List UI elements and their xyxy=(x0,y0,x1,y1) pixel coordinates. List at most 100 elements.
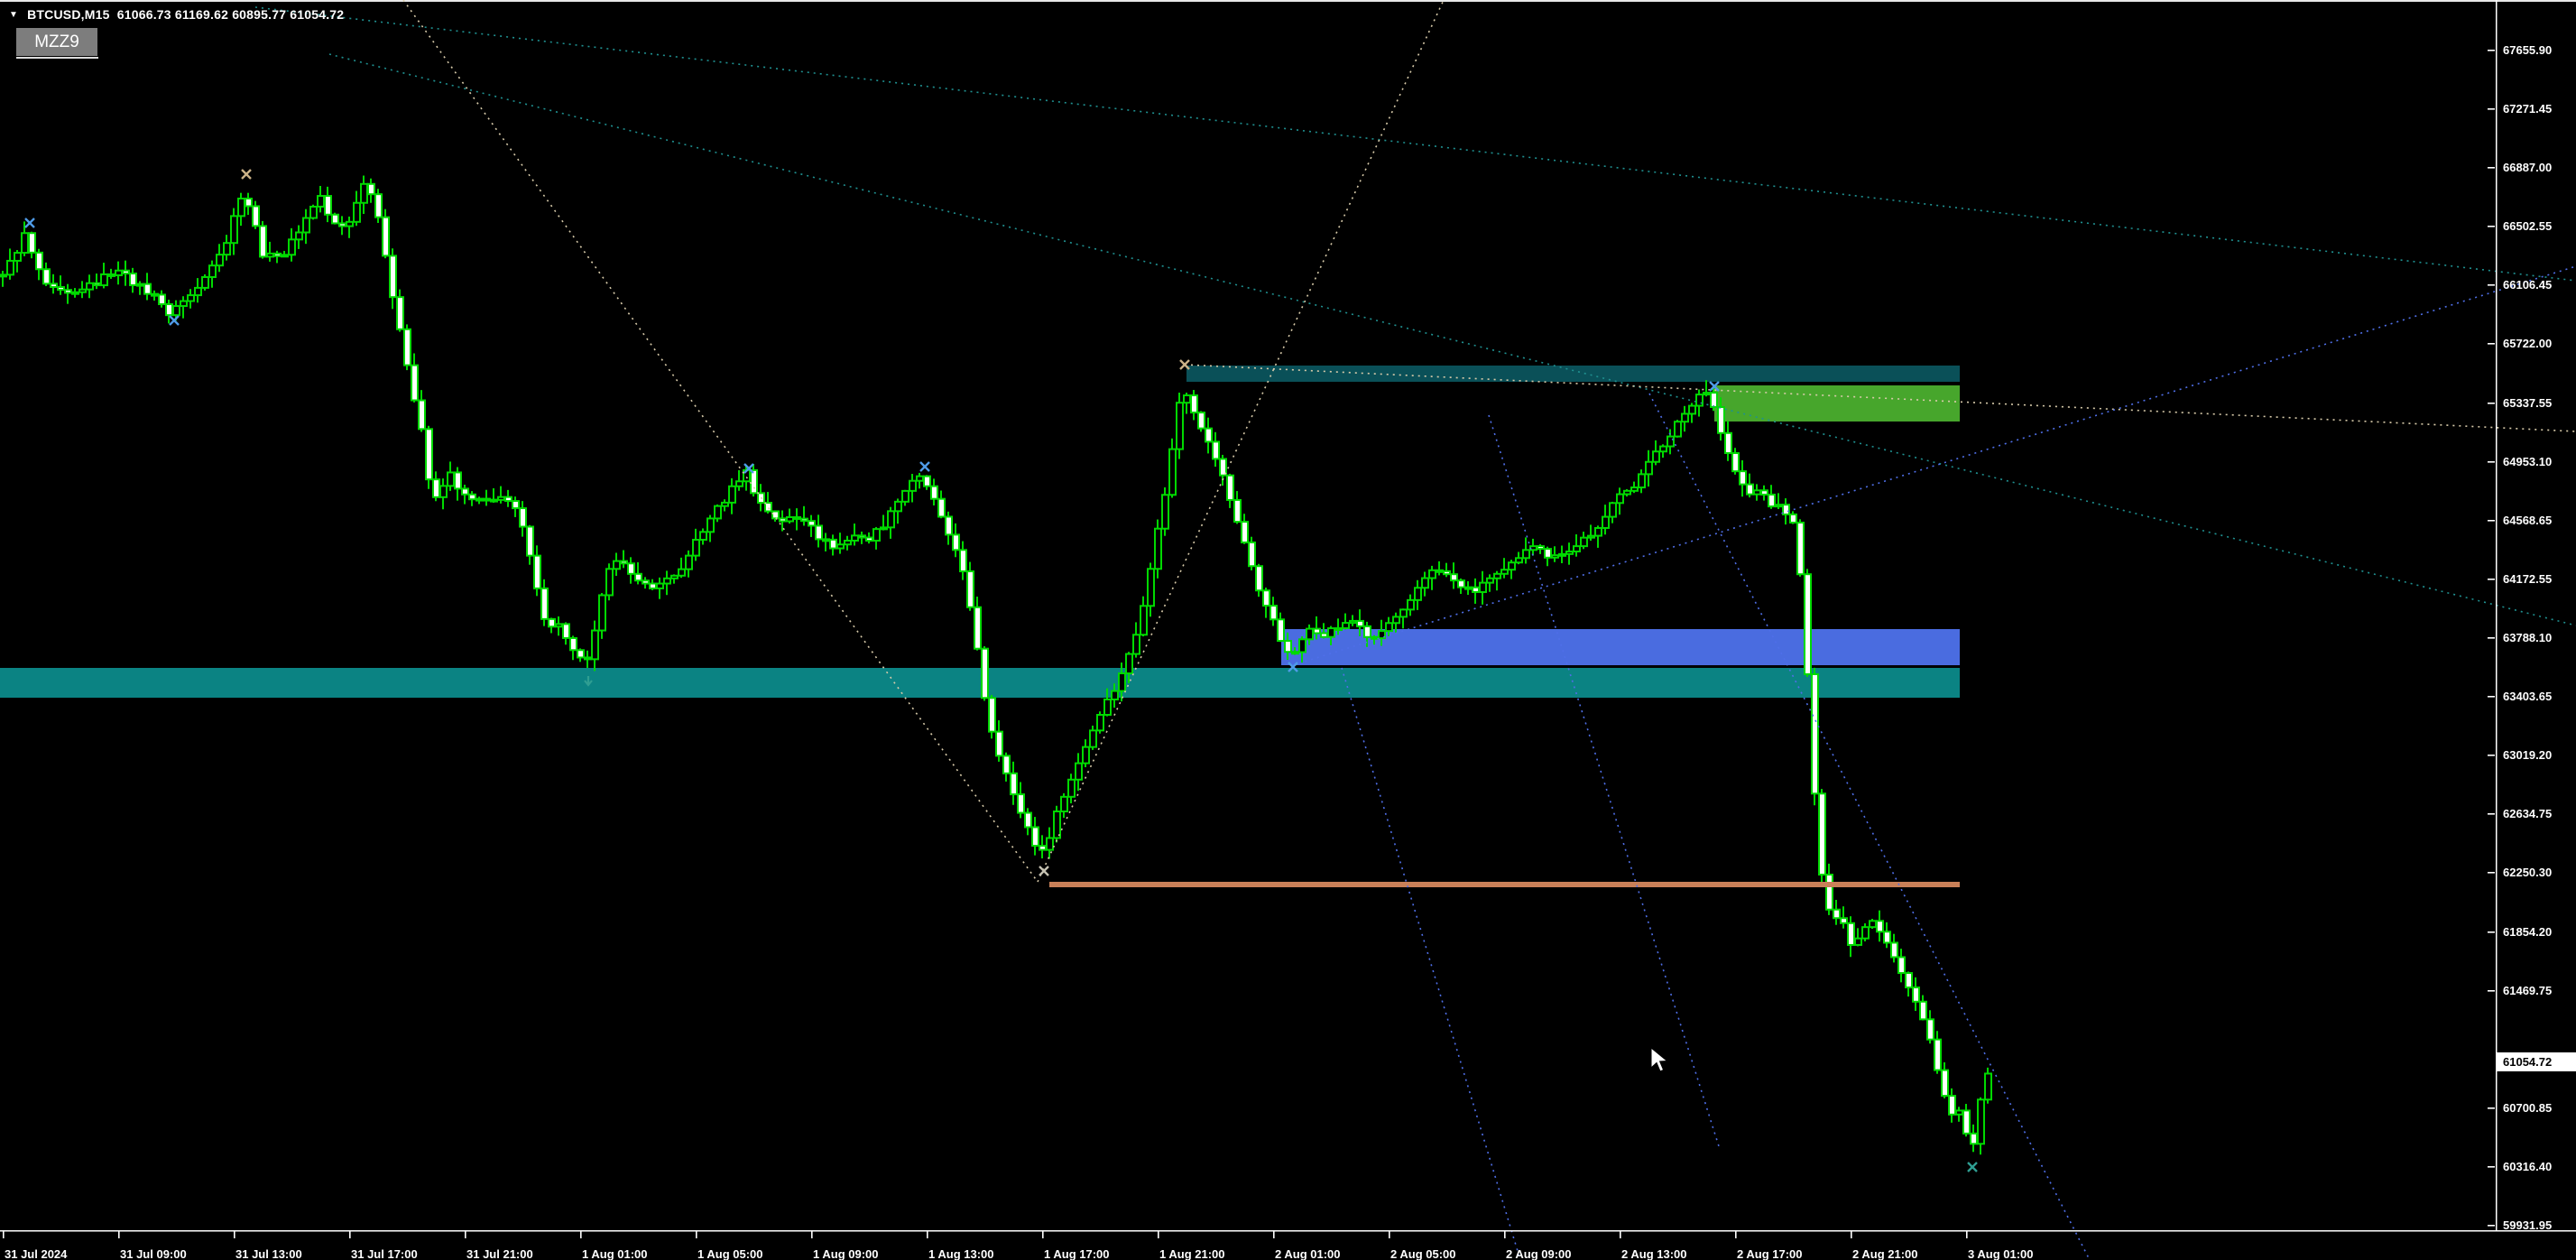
candle-body xyxy=(245,197,253,208)
candle-body xyxy=(281,254,289,258)
candle-body xyxy=(1457,579,1465,588)
trendline-blue-ascending[interactable] xyxy=(1292,265,2576,666)
indicator-button-mzz9[interactable]: MZZ9 xyxy=(16,28,97,56)
candle-body xyxy=(937,497,946,518)
candle-body xyxy=(1262,589,1270,607)
trendline-beige-v-right[interactable] xyxy=(1037,0,1445,883)
candle-body xyxy=(988,697,996,733)
candle-body xyxy=(1067,778,1076,798)
candle-body xyxy=(100,273,108,287)
price-axis-label: 61469.75 xyxy=(2503,984,2553,997)
candle-body xyxy=(880,526,888,531)
swing-x xyxy=(743,463,754,474)
open-value: 61066.73 xyxy=(116,7,171,22)
candle-body xyxy=(1205,427,1213,443)
price-tick xyxy=(2488,1166,2495,1168)
trendline-teal-steeper[interactable] xyxy=(328,53,2576,626)
candle-body xyxy=(808,520,816,527)
candle-body xyxy=(1883,931,1891,944)
candle-body xyxy=(1616,493,1624,505)
candle-body xyxy=(1284,640,1292,653)
time-tick xyxy=(234,1230,235,1238)
candle-body xyxy=(844,540,852,546)
price-tick xyxy=(2488,696,2495,698)
candle-body xyxy=(425,428,433,481)
swing-x xyxy=(169,315,180,326)
candle-body xyxy=(1746,483,1754,496)
swing-x xyxy=(241,169,252,180)
window-top-border xyxy=(0,0,2576,2)
candle-body xyxy=(1024,811,1032,829)
supply-zone-teal-dark[interactable] xyxy=(1186,366,1960,382)
candle-body xyxy=(14,252,22,262)
trendline-beige-v-left[interactable] xyxy=(402,0,1039,883)
candle-body xyxy=(1176,402,1184,450)
candle-body xyxy=(1168,448,1177,496)
candle-body xyxy=(1955,1109,1963,1116)
candle-body xyxy=(1421,577,1429,589)
candle-body xyxy=(1486,577,1494,584)
candle-body xyxy=(1298,638,1306,653)
candle-body xyxy=(360,182,368,204)
candle-body xyxy=(1010,772,1018,796)
price-tick xyxy=(2488,931,2495,933)
candle-body xyxy=(1537,545,1545,551)
swing-x xyxy=(1039,866,1049,876)
candle-body xyxy=(1436,569,1444,573)
candle-body xyxy=(21,232,29,255)
candle-body xyxy=(483,497,491,502)
time-tick xyxy=(1735,1230,1737,1238)
chevron-down-icon[interactable]: ▼ xyxy=(9,10,19,20)
candle-body xyxy=(1811,672,1819,795)
price-tick xyxy=(2488,813,2495,815)
candle-body xyxy=(1103,698,1112,716)
candle-body xyxy=(649,582,657,589)
trendline-teal-shallow[interactable] xyxy=(254,6,2576,282)
candle-body xyxy=(1407,598,1415,611)
price-axis-label: 65722.00 xyxy=(2503,337,2553,350)
candle-body xyxy=(1125,653,1133,675)
candle-body xyxy=(1500,569,1509,575)
candle-body xyxy=(454,471,462,490)
candle-body xyxy=(1111,690,1119,700)
candle-body xyxy=(1659,445,1667,453)
sr-band-teal[interactable] xyxy=(0,668,1960,698)
trendline-blue-steep-right[interactable] xyxy=(1648,393,2091,1260)
candle-body xyxy=(995,730,1003,757)
candle-body xyxy=(1594,526,1602,537)
trendline-blue-steep-mid2[interactable] xyxy=(1341,667,1521,1260)
candle-body xyxy=(735,480,743,487)
candle-body xyxy=(1327,627,1335,638)
candle-body xyxy=(815,524,823,541)
candle-body xyxy=(1428,569,1436,579)
candle-body xyxy=(475,497,484,502)
support-line-orange[interactable] xyxy=(1049,882,1960,887)
candle-body xyxy=(793,515,801,520)
time-axis-label: 2 Aug 01:00 xyxy=(1275,1247,1341,1260)
candle-body xyxy=(439,485,448,498)
price-tick xyxy=(2488,990,2495,992)
demand-zone-blue[interactable] xyxy=(1281,629,1960,665)
mouse-cursor xyxy=(1650,1046,1668,1072)
candle-body xyxy=(822,538,830,542)
candle-body xyxy=(945,515,953,536)
candle-body xyxy=(309,205,318,219)
price-tick xyxy=(2488,637,2495,639)
candle-body xyxy=(836,543,845,550)
candle-body xyxy=(1565,551,1574,555)
price-tick xyxy=(2488,461,2495,463)
candle-body xyxy=(591,629,599,661)
price-tick xyxy=(2488,167,2495,169)
trendline-beige-shallow[interactable] xyxy=(1184,364,2576,432)
candle-body xyxy=(663,577,671,585)
trendline-blue-steep-mid[interactable] xyxy=(1488,414,1720,1147)
swing-x xyxy=(1709,381,1720,392)
price-axis-label: 61854.20 xyxy=(2503,925,2553,939)
candle-body xyxy=(1804,573,1812,675)
indicator-button-underline xyxy=(16,57,98,59)
candle-body xyxy=(1017,793,1025,814)
supply-zone-green[interactable] xyxy=(1714,385,1960,422)
time-axis-label: 1 Aug 01:00 xyxy=(582,1247,648,1260)
candle-body xyxy=(656,582,664,589)
